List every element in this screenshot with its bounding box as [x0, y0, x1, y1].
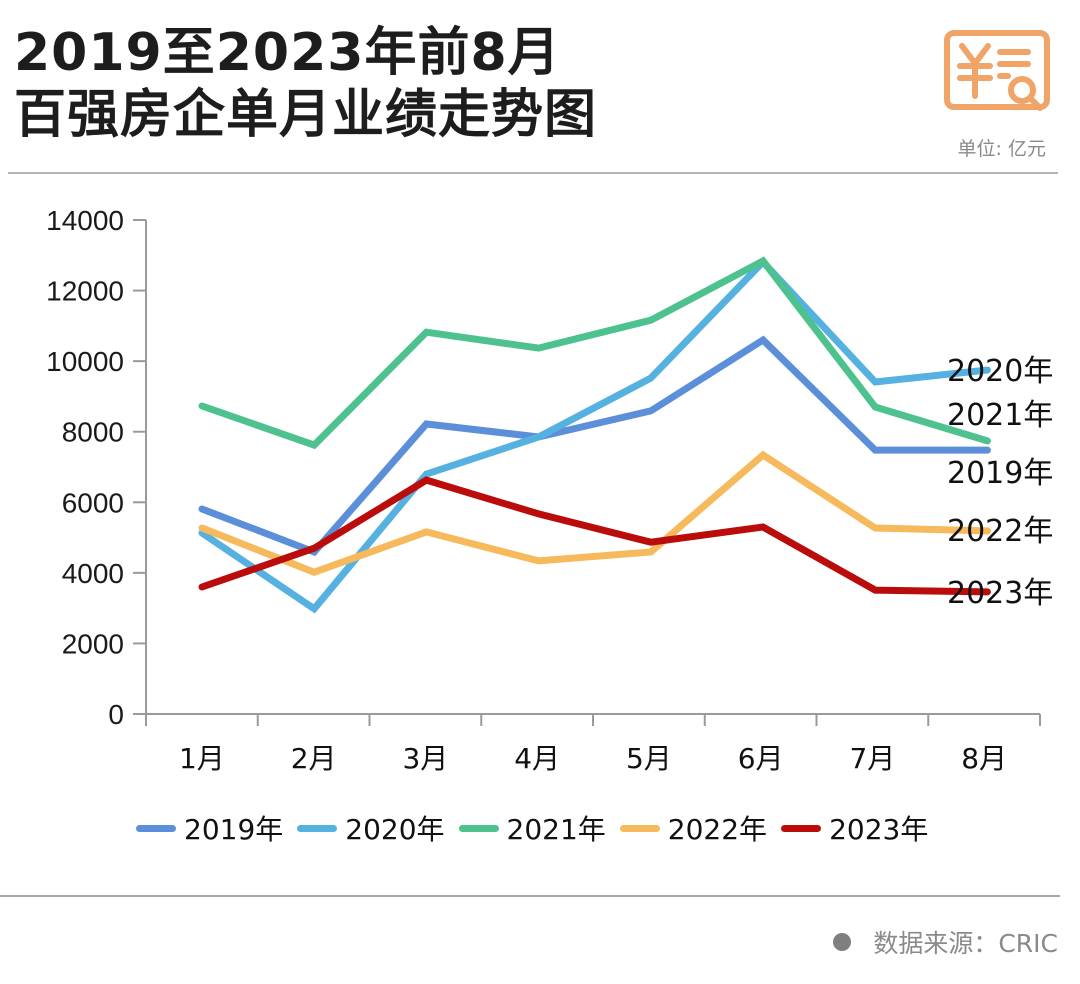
legend-item-2019年: 2019年 [136, 808, 283, 848]
chart-title: 2019至2023年前8月 百强房企单月业绩走势图 [14, 22, 597, 146]
x-tick-label: 4月 [514, 742, 560, 775]
x-tick-label: 1月 [179, 742, 225, 775]
title-line-2: 百强房企单月业绩走势图 [14, 85, 598, 145]
series-line-2022年 [198, 450, 991, 576]
legend-label: 2020年 [345, 813, 445, 846]
end-label-2019年: 2019年 [947, 456, 1053, 491]
series-line-2021年 [198, 256, 991, 450]
header-divider [8, 172, 1058, 174]
legend-label: 2022年 [667, 813, 768, 846]
y-tick-label: 4000 [62, 558, 124, 589]
x-tick-label: 7月 [849, 742, 895, 775]
legend-item-2022年: 2022年 [619, 808, 768, 848]
series-line-2020年 [198, 256, 991, 614]
legend-swatch-icon [297, 824, 338, 832]
unit-label: 单位: 亿元 [957, 138, 1046, 160]
end-labels: 2020年 2021年 2019年 2022年 2023年 [947, 354, 1053, 611]
legend-swatch-icon [136, 824, 176, 832]
source-text: 数据来源：CRIC [873, 929, 1058, 958]
y-tick-label: 8000 [62, 417, 124, 448]
series-lines [198, 256, 991, 614]
legend-label: 2021年 [506, 813, 606, 846]
y-tick-label: 6000 [62, 487, 124, 518]
bullet-dot-icon [833, 933, 852, 951]
y-tick-label: 2000 [62, 628, 124, 659]
legend-item-2023年: 2023年 [781, 808, 928, 848]
x-tick-label: 6月 [738, 742, 784, 775]
x-tick-label: 3月 [402, 742, 448, 775]
y-tick-label: 14000 [46, 205, 124, 236]
legend-swatch-icon [781, 824, 822, 832]
y-tick-label: 0 [108, 699, 124, 730]
yuan-receipt-search-icon [944, 30, 1050, 111]
legend-swatch-icon [458, 824, 499, 832]
x-tick-label: 8月 [961, 742, 1007, 775]
legend-label: 2023年 [829, 813, 929, 846]
x-tick-label: 2月 [291, 742, 337, 775]
legend-swatch-icon [619, 824, 660, 832]
axes: 0 2000 4000 6000 8000 10000 12000 14000 1月 2月 3月 4月… [46, 205, 1041, 775]
end-label-2021年: 2021年 [947, 398, 1053, 433]
footer-divider [0, 895, 1060, 897]
x-tick-label: 5月 [626, 742, 672, 775]
legend-label: 2019年 [184, 813, 284, 846]
y-tick-label: 12000 [46, 276, 124, 307]
series-line-2023年 [198, 476, 991, 596]
end-label-2023年: 2023年 [947, 576, 1053, 611]
title-line-1: 2019至2023年前8月 [14, 23, 561, 83]
line-chart: 0 2000 4000 6000 8000 10000 12000 14000 1月 2月 3月 4月… [46, 205, 1053, 775]
legend-item-2021年: 2021年 [458, 808, 606, 848]
legend-item-2020年: 2020年 [297, 808, 445, 848]
end-label-2020年: 2020年 [947, 354, 1053, 389]
series-line-2019年 [198, 335, 991, 557]
source-note: 数据来源：CRIC [833, 924, 1058, 960]
end-label-2022年: 2022年 [947, 514, 1053, 549]
y-tick-label: 10000 [46, 346, 124, 377]
legend: 2019年 2020年 2021年 2022年 2023年 [136, 808, 942, 848]
